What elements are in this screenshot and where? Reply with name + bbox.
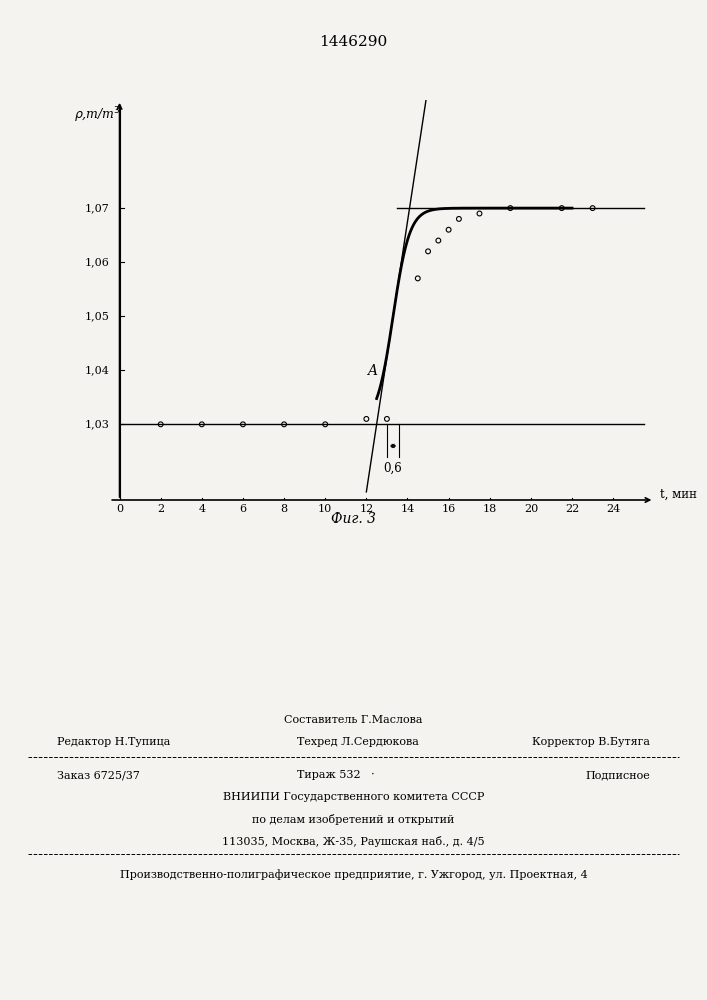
Text: Техред Л.Сердюкова: Техред Л.Сердюкова	[297, 737, 419, 747]
Text: 24: 24	[606, 504, 620, 514]
Point	[422, 243, 433, 259]
Text: Составитель Г.Маслова: Составитель Г.Маслова	[284, 715, 423, 725]
Point	[238, 416, 249, 432]
Point	[443, 222, 455, 238]
Text: 1446290: 1446290	[320, 35, 387, 49]
Point	[587, 200, 598, 216]
Text: 1,04: 1,04	[84, 365, 110, 375]
Text: 10: 10	[318, 504, 332, 514]
Point	[453, 211, 464, 227]
Text: 22: 22	[565, 504, 579, 514]
Text: 2: 2	[157, 504, 164, 514]
Text: 4: 4	[198, 504, 205, 514]
Text: Корректор В.Бутяга: Корректор В.Бутяга	[532, 737, 650, 747]
Text: Редактор Н.Тупица: Редактор Н.Тупица	[57, 737, 170, 747]
Text: Тираж 532   ·: Тираж 532 ·	[297, 770, 375, 780]
Text: 1,07: 1,07	[85, 203, 110, 213]
Point	[320, 416, 331, 432]
Text: 0: 0	[116, 504, 123, 514]
Text: 18: 18	[483, 504, 497, 514]
Text: 20: 20	[524, 504, 538, 514]
Point	[196, 416, 207, 432]
Text: 113035, Москва, Ж-35, Раушская наб., д. 4/5: 113035, Москва, Ж-35, Раушская наб., д. …	[222, 836, 485, 847]
Point	[474, 206, 485, 222]
Point	[505, 200, 516, 216]
Point	[556, 200, 568, 216]
Text: Производственно-полиграфическое предприятие, г. Ужгород, ул. Проектная, 4: Производственно-полиграфическое предприя…	[119, 869, 588, 880]
Text: Фиг. 3: Фиг. 3	[331, 512, 376, 526]
Text: 0,6: 0,6	[384, 462, 402, 475]
Text: 16: 16	[441, 504, 456, 514]
Point	[361, 411, 372, 427]
Point	[155, 416, 166, 432]
Text: 14: 14	[400, 504, 414, 514]
Text: $\rho$,m/m$^3$: $\rho$,m/m$^3$	[74, 105, 121, 125]
Text: t, мин: t, мин	[660, 488, 698, 501]
Text: A: A	[367, 364, 377, 378]
Text: ВНИИПИ Государственного комитета СССР: ВНИИПИ Государственного комитета СССР	[223, 792, 484, 802]
Text: 1,03: 1,03	[84, 419, 110, 429]
Point	[412, 270, 423, 286]
Text: Подписное: Подписное	[585, 770, 650, 780]
Text: 12: 12	[359, 504, 373, 514]
Text: 8: 8	[281, 504, 288, 514]
Text: Заказ 6725/37: Заказ 6725/37	[57, 770, 139, 780]
Point	[381, 411, 392, 427]
Text: 1,05: 1,05	[84, 311, 110, 321]
Text: 1,06: 1,06	[84, 257, 110, 267]
Point	[433, 233, 444, 249]
Text: по делам изобретений и открытий: по делам изобретений и открытий	[252, 814, 455, 825]
Text: 6: 6	[240, 504, 247, 514]
Point	[279, 416, 290, 432]
